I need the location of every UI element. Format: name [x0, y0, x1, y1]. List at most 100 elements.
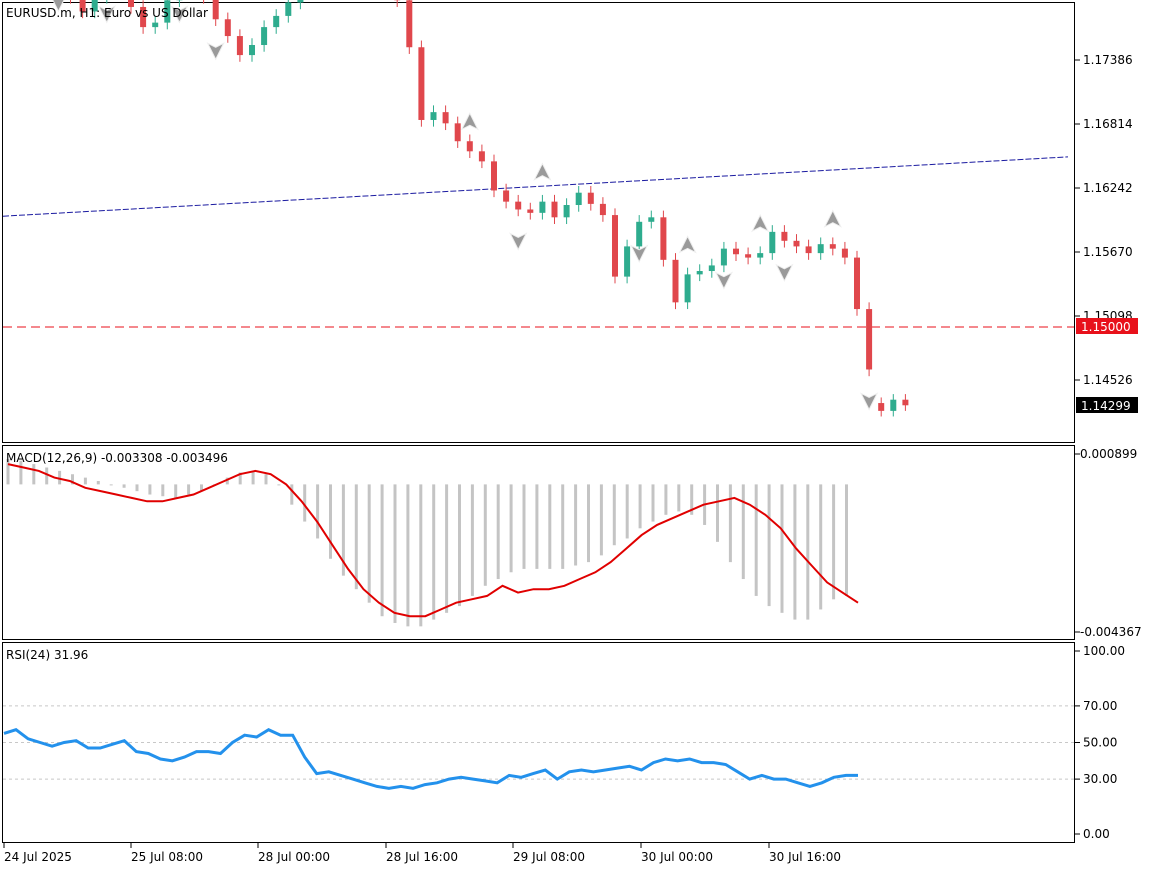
macd-histogram-bar: [793, 484, 797, 620]
macd-histogram-bar: [599, 484, 603, 556]
fractal-down-arrow: [170, 5, 189, 24]
level-price-box: [1076, 318, 1138, 334]
candle-body: [878, 403, 885, 411]
candle-body: [684, 274, 691, 303]
time-tick-label: 29 Jul 08:00: [513, 850, 585, 864]
macd-histogram-bar: [819, 484, 823, 610]
candle-body: [733, 248, 739, 255]
candle-body: [769, 231, 776, 254]
candle-body: [672, 259, 679, 303]
macd-histogram-bar: [690, 484, 694, 515]
macd-histogram-bar: [109, 484, 113, 486]
macd-histogram-bar: [728, 484, 732, 563]
macd-tick-label: 0.000899: [1080, 447, 1137, 461]
macd-histogram-bar: [767, 484, 771, 607]
price-tick-label: 1.14526: [1083, 373, 1133, 387]
candle-body: [79, 0, 86, 12]
fractal-down-arrow: [859, 392, 879, 411]
macd-histogram-bar: [238, 472, 242, 485]
fractal-down-arrow: [206, 42, 225, 61]
candle-body: [527, 209, 534, 213]
macd-histogram-bar: [496, 484, 500, 580]
time-tick-label: 25 Jul 08:00: [131, 850, 203, 864]
macd-histogram-bar: [470, 484, 474, 596]
fractal-down-arrow: [630, 244, 649, 263]
macd-histogram-bar: [432, 484, 436, 620]
chart-title: EURUSD.m, H1: Euro vs US Dollar: [6, 6, 208, 20]
candle-body: [91, 0, 98, 12]
candle-body: [890, 399, 897, 411]
candle-body: [854, 257, 860, 310]
macd-histogram-bar: [135, 484, 139, 492]
price-tick-label: 1.15670: [1083, 245, 1133, 259]
current-price-label: 1.14299: [1081, 399, 1131, 413]
candle-body: [575, 192, 582, 206]
price-pane[interactable]: [2, 2, 1075, 443]
time-tick-label: 28 Jul 00:00: [258, 850, 330, 864]
macd-histogram-bar: [83, 477, 87, 485]
candle-body: [478, 151, 485, 162]
time-tick-label: 28 Jul 16:00: [386, 850, 458, 864]
macd-histogram-bar: [32, 464, 36, 485]
candle-body: [273, 15, 280, 28]
candle-body: [236, 36, 243, 56]
candle-body: [793, 240, 800, 247]
price-tick-label: 1.17386: [1083, 53, 1133, 67]
macd-histogram-bar: [677, 484, 681, 512]
macd-histogram-bar: [806, 484, 810, 620]
candle-body: [406, 0, 413, 48]
moving-average-line: [2, 156, 1069, 217]
candle-body: [757, 253, 764, 258]
macd-histogram-bar: [574, 484, 578, 566]
candle-body: [708, 265, 715, 272]
candle-body: [587, 192, 594, 204]
macd-signal-line: [7, 463, 859, 618]
candle-body: [648, 217, 655, 222]
macd-histogram-bar: [303, 484, 307, 522]
macd-histogram-bar: [290, 484, 294, 505]
macd-label: MACD(12,26,9) -0.003308 -0.003496: [6, 451, 228, 465]
candle-body: [612, 215, 618, 277]
macd-histogram-bar: [780, 484, 784, 613]
time-tick-label: 24 Jul 2025: [4, 850, 72, 864]
macd-histogram-bar: [161, 484, 165, 497]
macd-histogram-bar: [625, 484, 629, 539]
candle-body: [515, 201, 522, 210]
macd-histogram-bar: [122, 484, 126, 488]
price-tick-label: 1.16242: [1083, 181, 1133, 195]
candle-body: [805, 246, 812, 254]
candle-body: [224, 19, 231, 37]
fractal-down-arrow: [97, 5, 116, 24]
rsi-tick-label: 30.00: [1083, 772, 1117, 786]
candle-body: [418, 47, 425, 120]
macd-histogram-bar: [754, 484, 758, 596]
macd-pane[interactable]: [2, 445, 1075, 640]
candle-body: [454, 123, 461, 142]
candle-body: [261, 27, 268, 46]
rsi-label: RSI(24) 31.96: [6, 648, 88, 662]
candle-body: [128, 0, 134, 7]
fractal-down-arrow: [775, 263, 794, 282]
macd-histogram-bar: [58, 470, 62, 485]
candle-body: [164, 0, 171, 23]
macd-histogram-bar: [561, 484, 565, 569]
candle-body: [817, 244, 824, 254]
rsi-tick-label: 50.00: [1083, 736, 1117, 750]
candle-body: [285, 2, 292, 16]
macd-tick-label: -0.004367: [1080, 625, 1142, 639]
rsi-tick-label: 70.00: [1083, 699, 1117, 713]
time-tick-label: 30 Jul 00:00: [641, 850, 713, 864]
candle-body: [491, 161, 497, 191]
macd-histogram-bar: [19, 460, 23, 485]
macd-histogram-bar: [664, 484, 668, 515]
fractal-up-arrow: [823, 209, 842, 228]
macd-histogram-bar: [225, 477, 229, 485]
fractal-down-arrow: [509, 232, 528, 251]
candle-body: [466, 141, 473, 152]
macd-histogram-bar: [716, 484, 719, 542]
fractal-up-arrow: [678, 235, 697, 254]
macd-histogram-bar: [845, 484, 848, 596]
macd-histogram-bar: [445, 484, 449, 613]
rsi-tick-label: 0.00: [1083, 827, 1110, 841]
